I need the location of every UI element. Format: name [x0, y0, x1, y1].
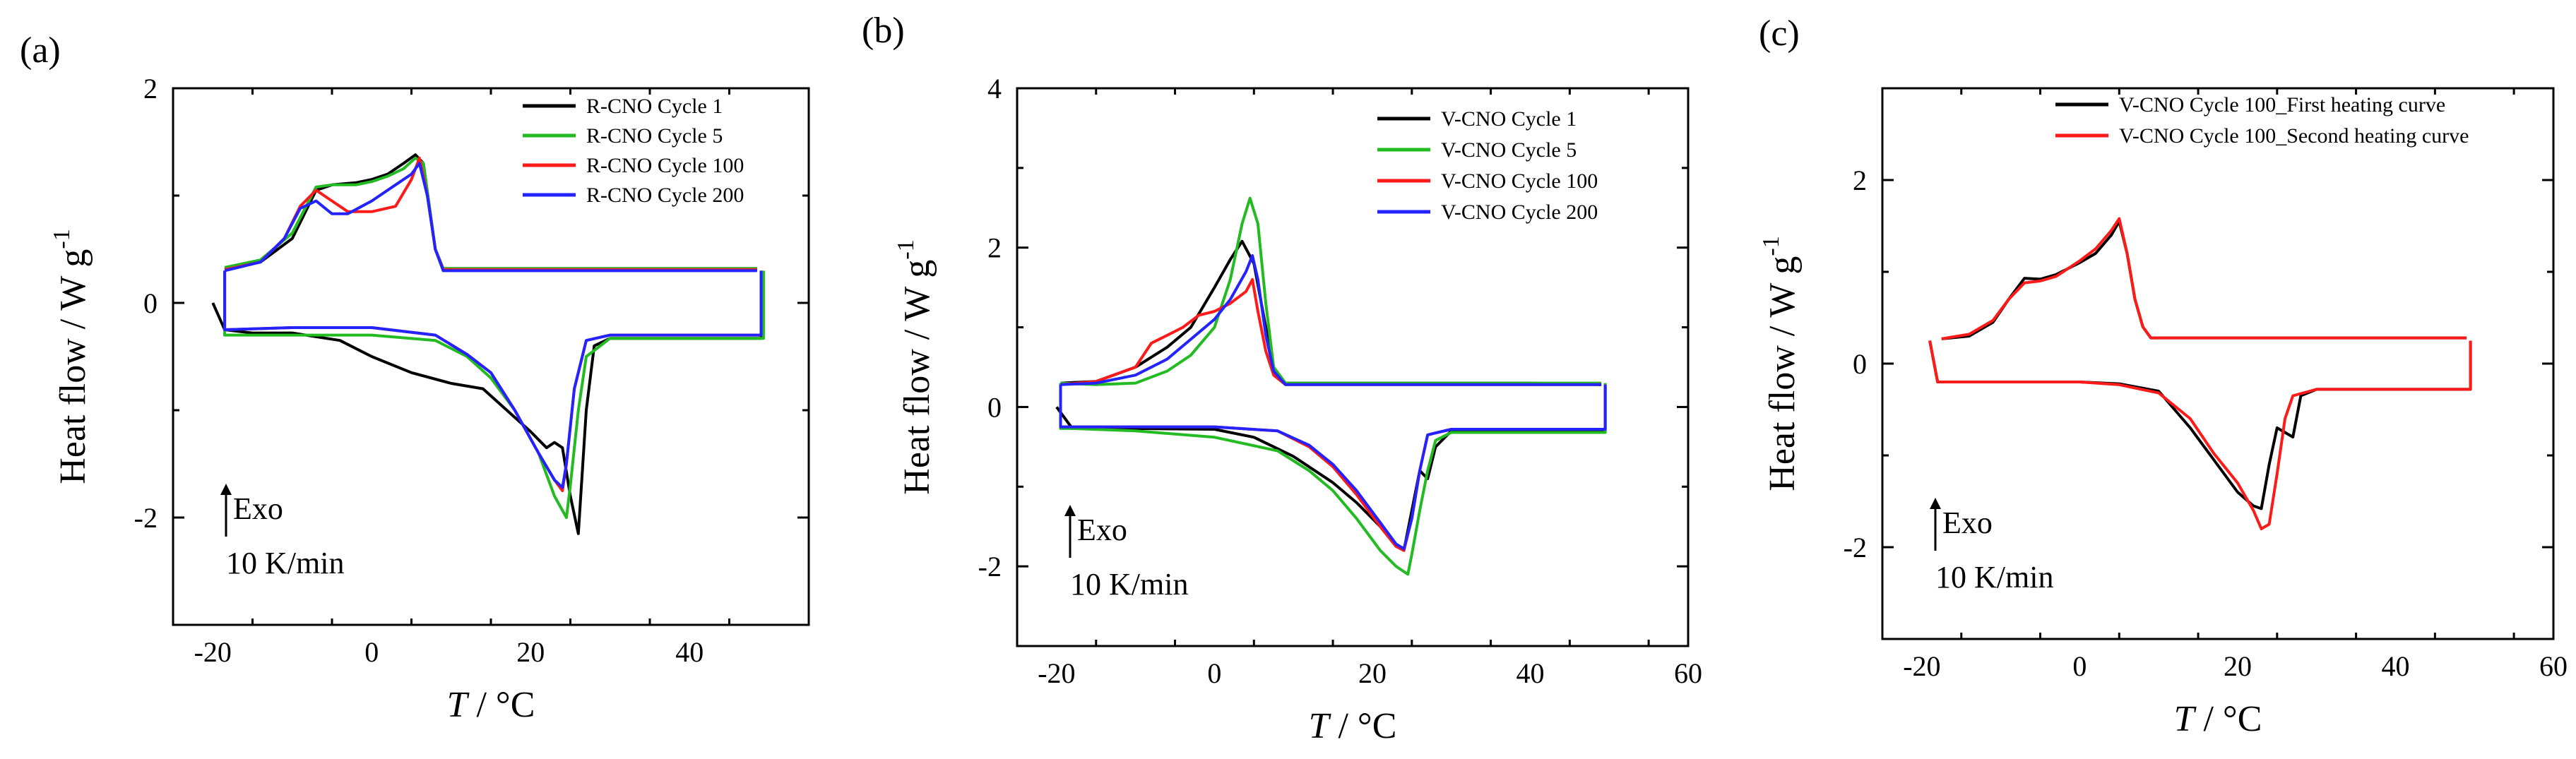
legend-entry: V-CNO Cycle 100_First heating curve	[2119, 93, 2445, 116]
exo-arrow-icon	[1930, 498, 1941, 509]
x-axis-label: T / °C	[2174, 699, 2262, 739]
legend-entry: R-CNO Cycle 200	[586, 184, 744, 207]
legend-entry: R-CNO Cycle 1	[586, 95, 723, 118]
y-tick-label: -2	[134, 502, 158, 534]
y-tick-label: 0	[987, 391, 1002, 423]
x-axis-label: T / °C	[1309, 706, 1397, 746]
heating-rate-annotation: 10 K/min	[1935, 560, 2053, 594]
x-tick-label: 40	[675, 636, 704, 668]
y-tick-label: 2	[1853, 165, 1867, 196]
y-axis-label: Heat flow / W g-1	[893, 239, 937, 494]
legend-entry: V-CNO Cycle 100	[1441, 169, 1598, 193]
legend-entry: V-CNO Cycle 5	[1441, 138, 1577, 162]
x-tick-label: -20	[1038, 657, 1075, 689]
y-axis-label-superscript: -1	[893, 239, 919, 259]
panel-label: (b)	[862, 11, 905, 51]
x-tick-label: 40	[2381, 650, 2409, 682]
panel-label: (c)	[1759, 13, 1800, 54]
x-tick-label: 0	[2072, 650, 2087, 682]
y-axis-label-text: Heat flow / W g	[1762, 256, 1803, 491]
y-axis-label-text: Heat flow / W g	[897, 260, 937, 495]
y-axis-label-superscript: -1	[49, 229, 75, 249]
x-axis-variable: T	[2174, 699, 2197, 739]
x-tick-label: 20	[2224, 650, 2252, 682]
exo-annotation: Exo	[233, 491, 283, 526]
y-axis-label-text: Heat flow / W g	[53, 249, 93, 484]
x-tick-label: -20	[1903, 650, 1940, 682]
heating-rate-annotation: 10 K/min	[226, 546, 344, 580]
y-tick-label: 4	[987, 73, 1002, 104]
y-axis-label: Heat flow / W g-1	[49, 229, 93, 484]
x-tick-label: 40	[1516, 657, 1544, 689]
x-tick-label: 20	[516, 636, 545, 668]
y-tick-label: 0	[1853, 348, 1867, 380]
legend-entry: R-CNO Cycle 5	[586, 124, 723, 148]
x-tick-label: 20	[1358, 657, 1387, 689]
series-3-cooling-curve	[1059, 384, 1607, 552]
series-4-heating-curve	[224, 162, 757, 273]
series-4-cooling-curve	[1059, 384, 1607, 551]
legend-entry: R-CNO Cycle 100	[586, 154, 744, 177]
x-axis-unit: / °C	[1329, 706, 1396, 746]
series-1-heating-curve	[1941, 220, 2467, 340]
series-4-heating-curve	[1060, 254, 1602, 386]
exo-annotation: Exo	[1942, 506, 1993, 540]
y-tick-label: -2	[1844, 532, 1867, 563]
exo-annotation: Exo	[1077, 513, 1127, 547]
series-2-heating-curve	[1060, 196, 1602, 386]
series-1-cooling-curve	[211, 281, 763, 535]
series-2-cooling-curve	[1928, 340, 2472, 530]
series-3-heating-curve	[1060, 277, 1602, 386]
legend-entry: V-CNO Cycle 100_Second heating curve	[2119, 124, 2469, 148]
x-axis-unit: / °C	[2194, 699, 2262, 739]
series-4-cooling-curve	[223, 270, 763, 489]
heating-rate-annotation: 10 K/min	[1070, 567, 1188, 602]
x-tick-label: 0	[364, 636, 379, 668]
series-2-cooling-curve	[1059, 383, 1607, 576]
series-2-cooling-curve	[223, 270, 765, 519]
plot-frame	[1881, 87, 2555, 640]
series-1-heating-curve	[1060, 239, 1602, 386]
x-axis-label: T / °C	[447, 685, 535, 725]
x-tick-label: -20	[194, 636, 232, 668]
y-tick-label: 2	[987, 232, 1002, 264]
series-2-heating-curve	[1941, 217, 2467, 340]
panel-label: (a)	[20, 30, 61, 71]
y-tick-label: 0	[143, 287, 158, 319]
legend-entry: V-CNO Cycle 200	[1441, 201, 1598, 224]
plot-frame	[1016, 87, 1690, 647]
x-tick-label: 0	[1207, 657, 1221, 689]
y-tick-label: -2	[978, 551, 1002, 582]
x-tick-label: 60	[2539, 650, 2568, 682]
exo-arrow-icon	[1064, 505, 1076, 516]
x-axis-variable: T	[1309, 706, 1331, 746]
y-tick-label: 2	[143, 73, 158, 104]
x-axis-variable: T	[447, 685, 470, 725]
y-axis-label-superscript: -1	[1758, 236, 1784, 256]
series-1-cooling-curve	[1055, 387, 1607, 552]
legend-entry: V-CNO Cycle 1	[1441, 107, 1577, 131]
x-axis-unit: / °C	[467, 685, 535, 725]
exo-arrow-icon	[220, 484, 232, 495]
series-1-cooling-curve	[1928, 340, 2472, 510]
x-tick-label: 60	[1674, 657, 1702, 689]
y-axis-label: Heat flow / W g-1	[1758, 236, 1803, 491]
